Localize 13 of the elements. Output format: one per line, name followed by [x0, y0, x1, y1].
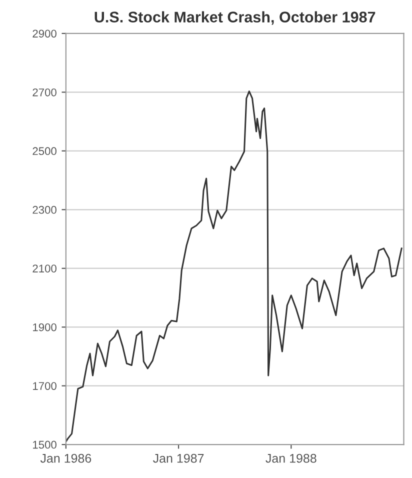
y-tick-label: 2900: [32, 30, 56, 38]
y-tick-label: 2100: [32, 264, 56, 272]
y-tick-label: 2700: [32, 88, 56, 96]
y-tick-label: 1500: [33, 440, 56, 449]
y-tick-label: 2300: [32, 206, 56, 214]
x-tick-label: Jan 1988: [266, 454, 316, 463]
y-tick-label: 2500: [32, 147, 56, 156]
x-tick-label: Jan 1986: [40, 454, 92, 463]
y-tick-label: 1700: [33, 382, 56, 390]
y-tick-label: 1900: [33, 323, 56, 332]
x-tick-label: Jan 1987: [153, 454, 204, 463]
line-series: [66, 90, 402, 442]
chart-title: U.S. Stock Market Crash, October 1987: [94, 11, 376, 25]
